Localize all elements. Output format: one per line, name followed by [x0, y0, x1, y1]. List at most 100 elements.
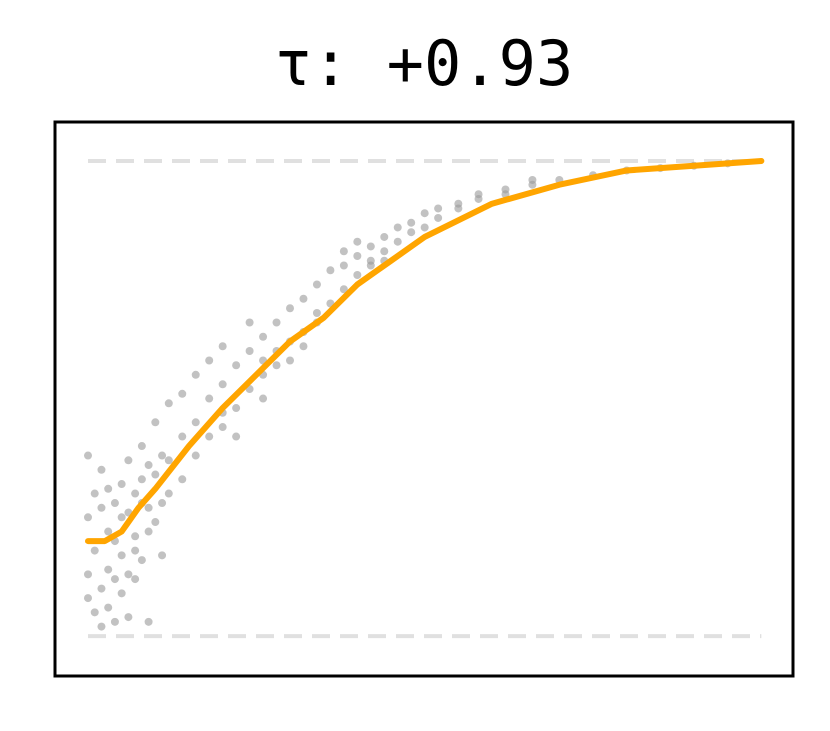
scatter-point: [90, 608, 99, 617]
scatter-point: [312, 309, 321, 318]
scatter-point: [339, 285, 348, 294]
scatter-point: [407, 228, 416, 237]
scatter-point: [164, 456, 173, 465]
scatter-point: [151, 470, 160, 479]
scatter-point: [124, 613, 133, 622]
scatter-point: [158, 451, 167, 460]
scatter-point: [117, 513, 126, 522]
scatter-point: [205, 394, 214, 403]
scatter-point: [286, 304, 295, 313]
scatter-point: [158, 499, 167, 508]
scatter-point: [393, 223, 402, 232]
scatter-point: [178, 432, 187, 441]
scatter-point: [259, 332, 268, 341]
scatter-point: [178, 389, 187, 398]
scatter-point: [131, 532, 140, 541]
scatter-point: [218, 380, 227, 389]
scatter-point: [299, 294, 308, 303]
scatter-point: [124, 456, 133, 465]
scatter-point: [353, 237, 362, 246]
scatter-point: [353, 251, 362, 260]
scatter-point: [137, 556, 146, 565]
scatter-point: [245, 318, 254, 327]
scatter-point: [90, 489, 99, 498]
scatter-point: [104, 603, 113, 612]
scatter-point: [434, 204, 443, 213]
scatter-point: [393, 237, 402, 246]
scatter-point: [83, 451, 92, 460]
scatter-point: [97, 584, 106, 593]
scatter-point: [245, 347, 254, 356]
scatter-point: [144, 527, 153, 536]
scatter-point: [218, 342, 227, 351]
scatter-point: [178, 475, 187, 484]
scatter-point: [528, 175, 537, 184]
scatter-point: [110, 499, 119, 508]
scatter-point: [407, 218, 416, 227]
plot-area: [83, 157, 765, 639]
scatter-point: [420, 223, 429, 232]
scatter-point: [97, 622, 106, 631]
scatter-point: [83, 513, 92, 522]
scatter-point: [97, 503, 106, 512]
scatter-point: [353, 270, 362, 279]
scatter-point: [131, 575, 140, 584]
scatter-point: [501, 190, 510, 199]
scatter-point: [83, 594, 92, 603]
scatter-point: [232, 404, 241, 413]
scatter-point: [380, 247, 389, 256]
scatter-point: [312, 280, 321, 289]
scatter-point: [191, 370, 200, 379]
scatter-point: [117, 589, 126, 598]
scatter-point: [90, 546, 99, 555]
scatter-point: [104, 527, 113, 536]
scatter-point: [158, 551, 167, 560]
scatter-point: [366, 242, 375, 251]
scatter-point: [272, 361, 281, 370]
scatter-point: [191, 418, 200, 427]
scatter-point: [420, 209, 429, 218]
scatter-point: [151, 518, 160, 527]
scatter-point: [131, 489, 140, 498]
scatter-point: [83, 570, 92, 579]
scatter-point: [299, 342, 308, 351]
scatter-point: [164, 489, 173, 498]
scatter-point: [97, 465, 106, 474]
chart-title: τ: +0.93: [275, 27, 574, 100]
scatter-point: [137, 475, 146, 484]
scatter-point: [191, 451, 200, 460]
scatter-point: [104, 484, 113, 493]
scatter-point: [117, 551, 126, 560]
scatter-point: [110, 617, 119, 626]
scatter-point: [474, 194, 483, 203]
scatter-point: [144, 461, 153, 470]
scatter-point: [117, 480, 126, 489]
scatter-point: [339, 261, 348, 270]
scatter-point: [218, 423, 227, 432]
scatter-point: [124, 570, 133, 579]
scatter-point: [339, 247, 348, 256]
scatter-point: [137, 442, 146, 451]
plot-frame: [53, 120, 795, 678]
scatter-point: [164, 399, 173, 408]
scatter-point: [366, 256, 375, 265]
scatter-point: [232, 361, 241, 370]
trend-line: [84, 157, 765, 545]
scatter-point: [380, 232, 389, 241]
scatter-point: [144, 617, 153, 626]
scatter-point: [286, 356, 295, 365]
scatter-point: [259, 394, 268, 403]
scatter-point: [205, 356, 214, 365]
scatter-point: [104, 565, 113, 574]
scatter-point: [454, 204, 463, 213]
scatter-point: [144, 503, 153, 512]
scatter-point: [131, 546, 140, 555]
scatter-point: [151, 418, 160, 427]
scatter-point: [110, 575, 119, 584]
scatter-point: [434, 213, 443, 222]
scatter-point: [205, 432, 214, 441]
scatter-point: [232, 432, 241, 441]
scatter-point: [272, 318, 281, 327]
